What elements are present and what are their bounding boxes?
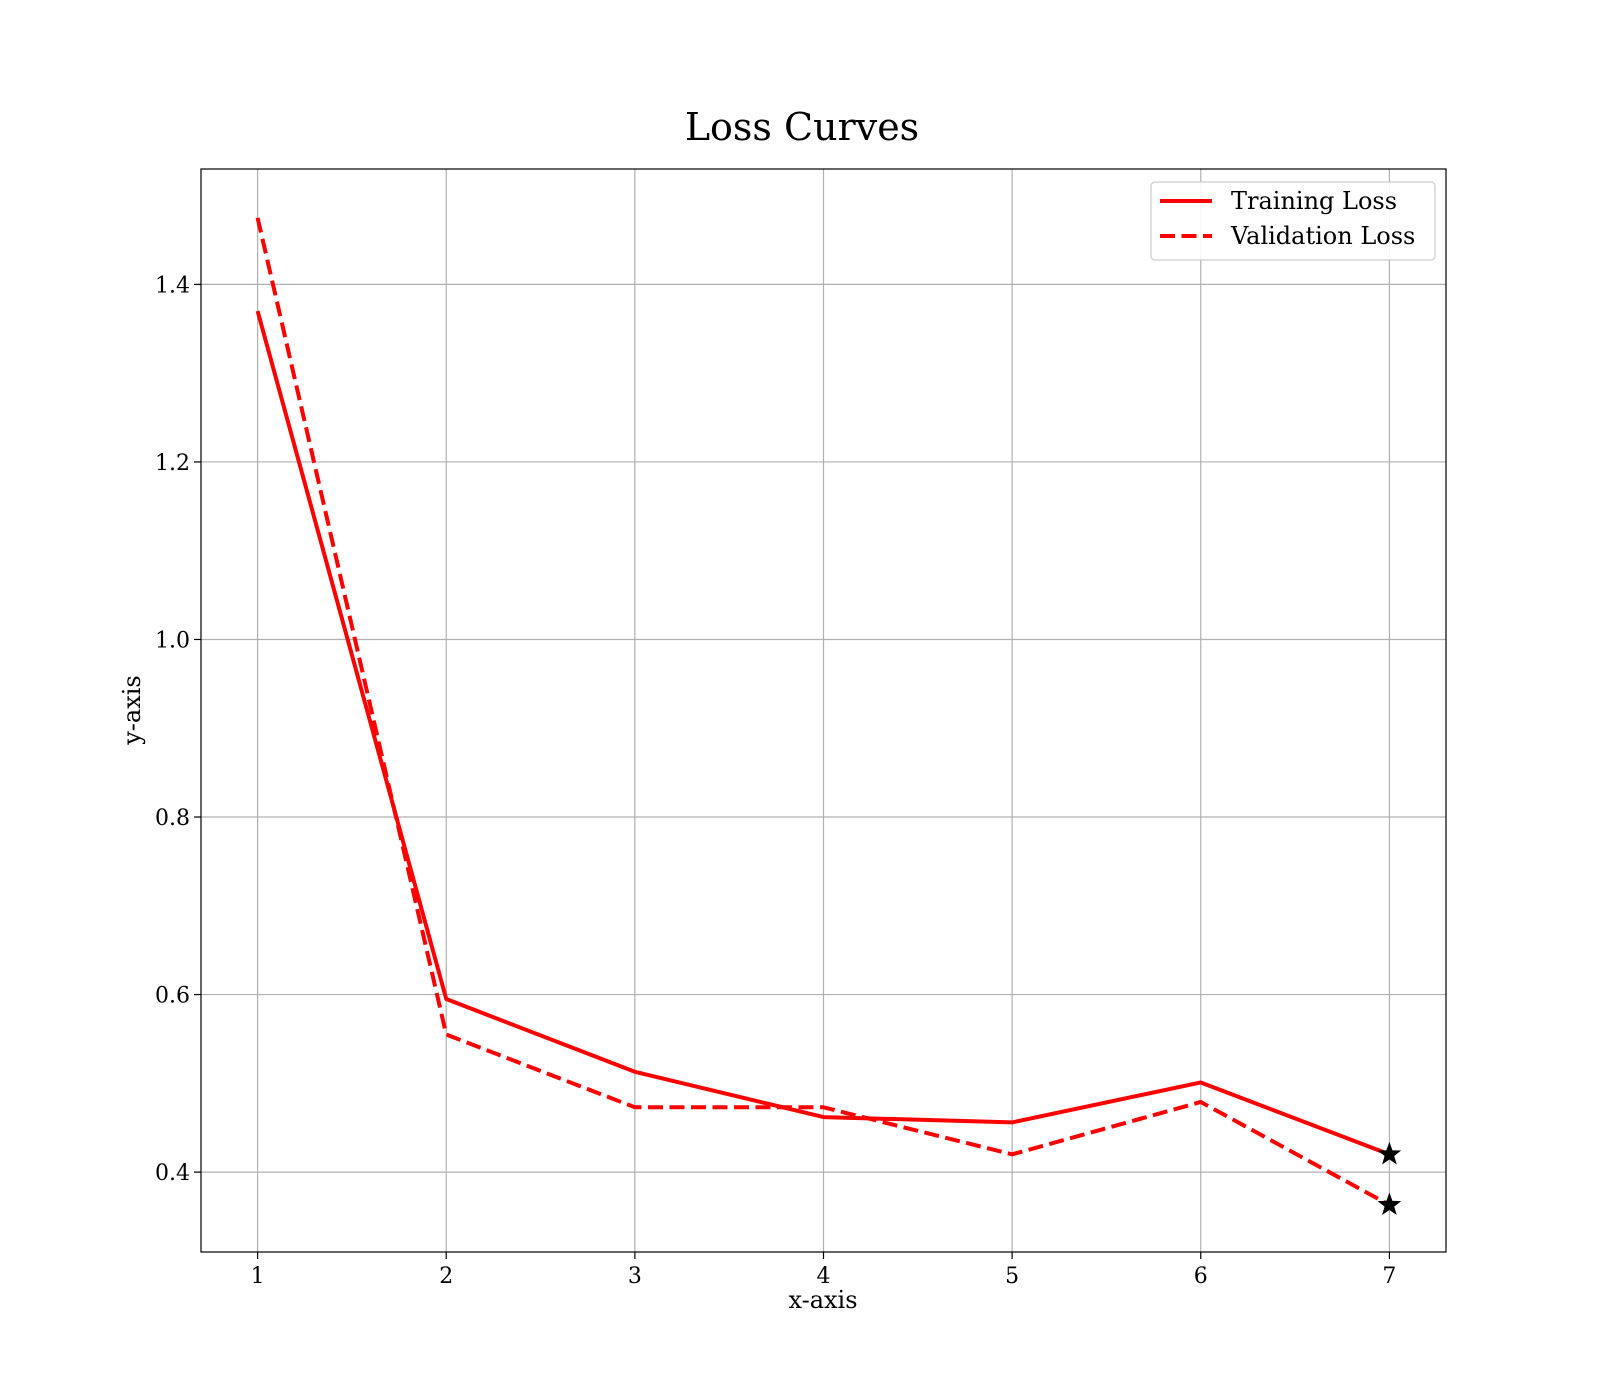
x-tick-label: 3: [628, 1264, 642, 1289]
legend: Training Loss Validation Loss: [1150, 181, 1436, 261]
y-tick-label: 0.4: [155, 1161, 190, 1186]
x-tick-label: 1: [251, 1264, 265, 1289]
grid: [201, 169, 1446, 1252]
x-tick-label: 6: [1194, 1264, 1208, 1289]
chart-title: Loss Curves: [685, 105, 919, 149]
y-tick-label: 1.4: [155, 273, 190, 298]
y-tick-label: 0.6: [155, 984, 190, 1009]
x-tick-label: 7: [1382, 1264, 1396, 1289]
y-axis-label: y-axis: [118, 675, 146, 746]
x-tick-label: 2: [439, 1264, 453, 1289]
x-tick-label: 5: [1005, 1264, 1019, 1289]
legend-training-loss-label: Training Loss: [1231, 187, 1397, 215]
x-tick-label: 4: [817, 1264, 831, 1289]
validation-loss-line: [255, 217, 1391, 1207]
training-loss-line: [255, 310, 1391, 1157]
training-loss-end-star-marker: [1377, 1141, 1402, 1165]
series-layer: [255, 217, 1402, 1216]
x-axis-label: x-axis: [788, 1286, 857, 1314]
y-tick-label: 0.8: [155, 806, 190, 831]
legend-box: [1150, 181, 1436, 261]
validation-loss-end-star-marker: [1377, 1192, 1402, 1216]
y-tick-label: 1.2: [155, 451, 190, 476]
axis-ticks: 1 2 3 4 5 6 7 0.4 0.6 0.8 1.0 1.2 1.4: [155, 273, 1396, 1289]
y-tick-label: 1.0: [155, 628, 190, 653]
legend-validation-loss-label: Validation Loss: [1230, 222, 1415, 250]
